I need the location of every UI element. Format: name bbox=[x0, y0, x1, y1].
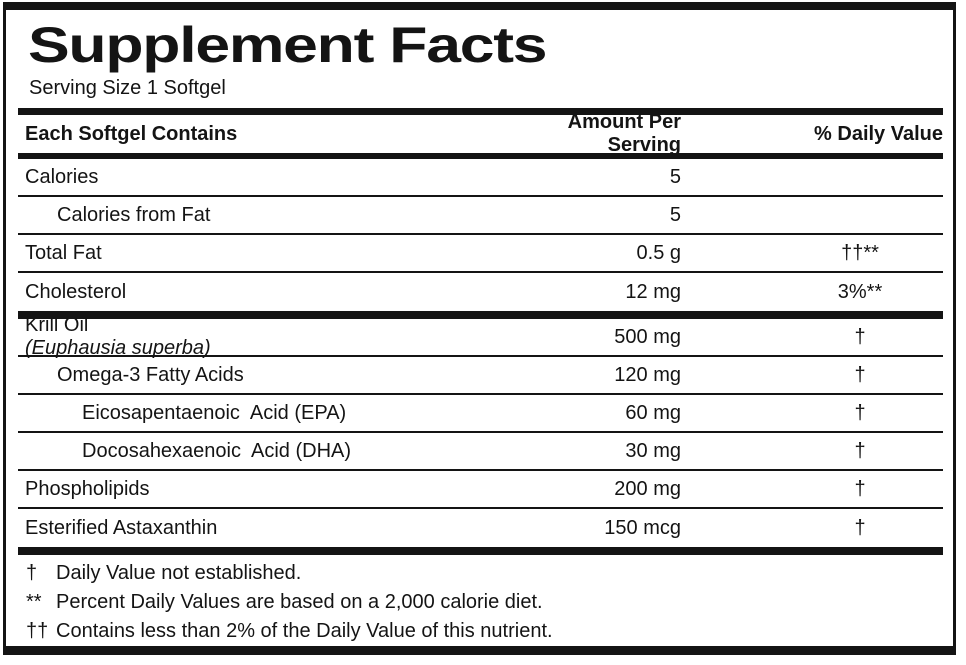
row-amount-cell: 60 mg bbox=[625, 401, 681, 424]
table-row: Esterified Astaxanthin 150 mcg † bbox=[18, 509, 943, 547]
header-each-softgel-contains: Each Softgel Contains bbox=[25, 122, 238, 145]
row-daily-value-cell: 3%** bbox=[837, 280, 883, 303]
row-amount-cell: 200 mg bbox=[614, 477, 681, 500]
row-amount-cell: 150 mcg bbox=[604, 516, 681, 539]
row-daily-value-cell: † bbox=[854, 439, 866, 462]
row-name-cell: Omega-3 Fatty Acids bbox=[57, 363, 244, 386]
label-title: Supplement Facts bbox=[28, 17, 548, 73]
footnotes: † Daily Value not established. ** Percent D… bbox=[18, 559, 943, 646]
footnote-row: ** Percent Daily Values are based on a 2,… bbox=[18, 588, 943, 617]
row-daily-value-cell: ††** bbox=[841, 241, 879, 264]
table-row: Docosahexaenoic Acid (DHA) 30 mg † bbox=[18, 433, 943, 471]
footnote-row: † Daily Value not established. bbox=[18, 559, 943, 588]
facts-table: Each Softgel Contains Amount Per Serving… bbox=[18, 108, 943, 555]
scientific-name: (Euphausia superba) bbox=[25, 337, 211, 359]
row-amount-cell: 5 bbox=[669, 203, 681, 226]
row-daily-value-cell: † bbox=[854, 325, 866, 348]
supplement-facts-label: Supplement Facts Serving Size 1 Softgel … bbox=[3, 2, 956, 655]
footnote-text: Daily Value not established. bbox=[56, 562, 302, 584]
table-header-row: Each Softgel Contains Amount Per Serving… bbox=[18, 111, 943, 156]
facts-rows: Calories 5 Calories from Fat 5 Total Fat 0.5 … bbox=[18, 159, 943, 555]
table-row: Calories 5 bbox=[18, 159, 943, 197]
header-amount-per-serving: Amount Per Serving bbox=[567, 111, 681, 156]
row-amount-cell: 30 mg bbox=[625, 439, 681, 462]
header-separator-bar bbox=[18, 153, 943, 159]
row-name-cell: Total Fat bbox=[25, 241, 102, 264]
table-row: Phospholipids 200 mg † bbox=[18, 471, 943, 509]
row-name-cell: Phospholipids bbox=[25, 477, 150, 500]
table-row: Total Fat 0.5 g ††** bbox=[18, 235, 943, 273]
table-row: Cholesterol 12 mg 3%** bbox=[18, 273, 943, 311]
footnote-symbol: † bbox=[26, 562, 38, 584]
table-row: Krill Oil (Euphausia superba) 500 mg † bbox=[18, 314, 943, 359]
row-daily-value-cell: † bbox=[854, 477, 866, 500]
row-daily-value-cell: † bbox=[854, 401, 866, 424]
row-daily-value-cell: † bbox=[854, 516, 866, 539]
serving-size-text: Serving Size 1 Softgel bbox=[29, 77, 226, 99]
footnote-text: Percent Daily Values are based on a 2,00… bbox=[56, 591, 543, 613]
footnote-symbol: ** bbox=[26, 591, 42, 613]
table-row: Calories from Fat 5 bbox=[18, 197, 943, 235]
row-name-cell: Esterified Astaxanthin bbox=[25, 516, 218, 539]
row-amount-cell: 5 bbox=[669, 165, 681, 188]
section-separator-bar bbox=[18, 311, 943, 319]
footnote-text: Contains less than 2% of the Daily Value… bbox=[56, 620, 553, 642]
table-row: Omega-3 Fatty Acids 120 mg † bbox=[18, 357, 943, 395]
row-amount-cell: 500 mg bbox=[614, 325, 681, 348]
row-name-cell: Calories from Fat bbox=[57, 203, 211, 226]
table-row: Eicosapentaenoic Acid (EPA) 60 mg † bbox=[18, 395, 943, 433]
row-name-cell: Krill Oil (Euphausia superba) bbox=[18, 314, 521, 360]
row-name-cell: Cholesterol bbox=[25, 280, 127, 303]
header-percent-daily-value: % Daily Value bbox=[814, 122, 943, 145]
row-name-cell: Calories bbox=[25, 165, 99, 188]
row-amount-cell: 120 mg bbox=[614, 363, 681, 386]
footnote-symbol: †† bbox=[26, 620, 49, 642]
row-amount-cell: 0.5 g bbox=[636, 241, 681, 264]
row-amount-cell: 12 mg bbox=[625, 280, 681, 303]
row-name-cell: Docosahexaenoic Acid (DHA) bbox=[82, 439, 352, 462]
row-daily-value-cell: † bbox=[854, 363, 866, 386]
row-name-cell: Eicosapentaenoic Acid (EPA) bbox=[82, 401, 347, 424]
thick-rule-top bbox=[18, 108, 943, 115]
footnote-row: †† Contains less than 2% of the Daily Val… bbox=[18, 617, 943, 646]
section-separator-bar bbox=[18, 547, 943, 555]
